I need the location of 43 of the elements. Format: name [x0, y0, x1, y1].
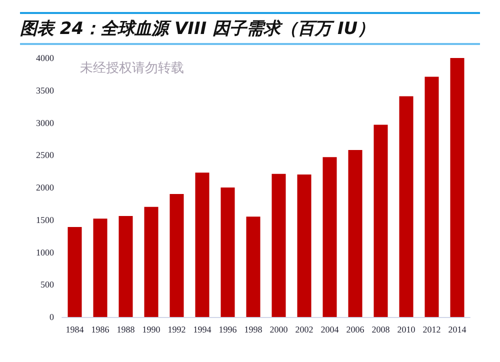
bar	[322, 157, 337, 317]
x-tick-label: 1986	[91, 324, 110, 334]
annotation: 未经授权请勿转载	[80, 61, 184, 76]
y-tick-label: 2000	[36, 182, 54, 192]
bar	[399, 96, 414, 317]
bar	[220, 188, 235, 317]
x-tick-label: 2012	[422, 324, 441, 334]
bar	[297, 174, 312, 317]
y-tick-label: 500	[40, 280, 54, 290]
bar	[195, 172, 210, 317]
x-tick-label: 1990	[142, 324, 161, 334]
bar	[118, 216, 133, 317]
x-tick-label: 2000	[270, 324, 288, 334]
y-tick-label: 4000	[36, 53, 54, 63]
x-tick-label: 2014	[448, 324, 467, 334]
bar	[348, 150, 362, 317]
x-tick-label: 1994	[193, 324, 212, 334]
bar	[68, 227, 82, 317]
chart-title: 图表 24：全球血源 VIII 因子需求（百万 IU）	[20, 12, 480, 45]
x-tick-label: 2010	[397, 324, 416, 334]
x-tick-label: 1988	[116, 324, 136, 334]
y-tick-label: 2500	[36, 150, 54, 160]
bar	[93, 218, 108, 317]
bar	[170, 194, 184, 317]
y-tick-label: 0	[50, 312, 54, 322]
x-tick-label: 2008	[372, 324, 390, 334]
x-tick-label: 1984	[66, 324, 84, 334]
x-tick-label: 1992	[168, 324, 186, 334]
x-tick-label: 2006	[346, 324, 365, 334]
y-tick-label: 1000	[36, 247, 54, 258]
bar	[450, 58, 464, 317]
bar	[144, 206, 158, 317]
y-tick-label: 3000	[36, 118, 54, 128]
y-tick-label: 3500	[36, 85, 54, 96]
x-tick-label: 2002	[295, 324, 314, 334]
bar	[246, 216, 260, 317]
x-tick-label: 2004	[320, 324, 340, 334]
bar	[374, 124, 388, 317]
bar	[424, 76, 439, 317]
x-tick-label: 1998	[244, 324, 263, 334]
y-tick-label: 1500	[36, 214, 54, 225]
bar	[272, 174, 286, 317]
x-tick-label: 1996	[218, 324, 238, 334]
